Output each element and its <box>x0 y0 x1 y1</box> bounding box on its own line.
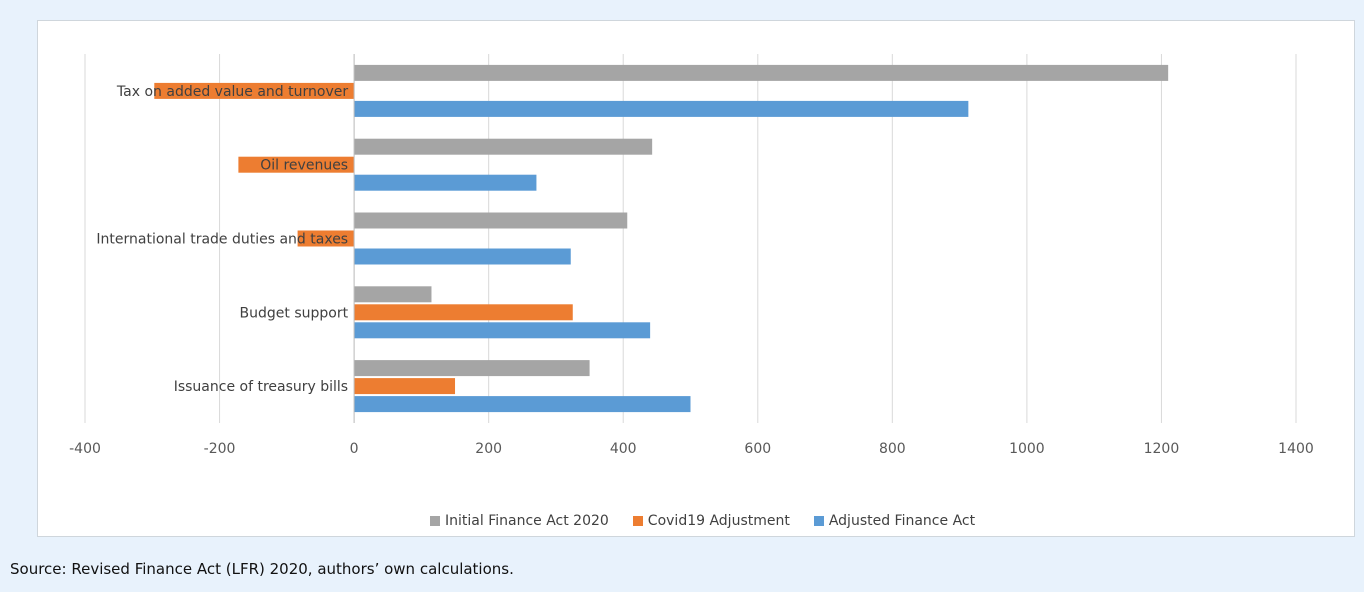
x-tick-label: 1200 <box>1144 441 1180 457</box>
bar-3-1 <box>354 100 969 117</box>
bar-3-4 <box>354 322 651 339</box>
bar-3-2 <box>354 174 537 191</box>
category-label: Issuance of treasury bills <box>174 379 348 395</box>
x-tick-label: 400 <box>610 441 637 457</box>
bar-1-4 <box>354 286 432 303</box>
bar-1-2 <box>354 138 653 155</box>
chart-frame: -400 -200 0 200 400 600 800 1000 1200 1400 Tax on … <box>37 20 1355 537</box>
bar-2-1 <box>154 82 355 99</box>
bar-2-5 <box>354 378 456 395</box>
x-tick-label: 200 <box>475 441 502 457</box>
legend: Initial Finance Act 2020 Covid19 Adjustme… <box>430 511 975 531</box>
bar-2-4 <box>354 304 573 321</box>
category-label: International trade duties and taxes <box>96 232 348 248</box>
category-label: Budget support <box>240 305 349 321</box>
bar-1-5 <box>354 360 590 377</box>
legend-label: Covid19 Adjustment <box>647 513 790 529</box>
legend-label: Adjusted Finance Act <box>828 513 976 529</box>
x-tick-label: 800 <box>879 441 906 457</box>
category-label: Tax on added value and turnover <box>116 84 348 100</box>
category-label: Oil revenues <box>260 158 348 174</box>
x-tick-label: 1000 <box>1009 441 1045 457</box>
bar-3-3 <box>354 248 571 265</box>
legend-item: Initial Finance Act 2020 <box>430 513 609 529</box>
x-tick-label: 1400 <box>1278 441 1314 457</box>
bar-1-3 <box>354 212 628 229</box>
bar-2-3 <box>297 230 355 247</box>
legend-swatch <box>430 516 440 526</box>
source-note: Source: Revised Finance Act (LFR) 2020, … <box>10 560 514 578</box>
legend-item: Adjusted Finance Act <box>813 513 976 529</box>
legend-item: Covid19 Adjustment <box>632 513 790 529</box>
legend-swatch <box>813 516 824 526</box>
x-tick-label: 0 <box>350 441 359 457</box>
x-tick-label: 600 <box>744 441 771 457</box>
x-tick-label: -200 <box>204 441 236 457</box>
legend-label: Initial Finance Act 2020 <box>445 513 609 529</box>
bar-chart: -400 -200 0 200 400 600 800 1000 1200 1400 Tax on … <box>69 54 1314 457</box>
x-tick-label: -400 <box>69 441 101 457</box>
bar-1-1 <box>354 64 1169 81</box>
bar-2-2 <box>238 156 355 173</box>
legend-swatch <box>632 516 643 526</box>
bar-3-5 <box>354 396 691 413</box>
